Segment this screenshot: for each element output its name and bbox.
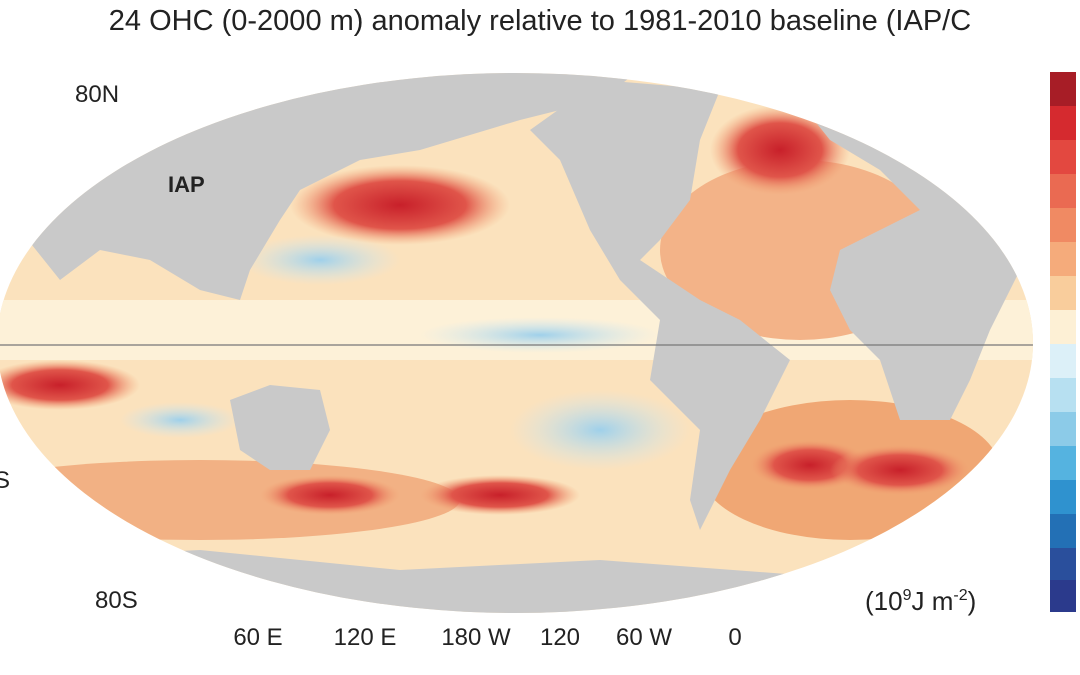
unit-part: 9 (903, 587, 912, 604)
unit-part: J m (911, 586, 953, 616)
unit-part: ) (968, 586, 977, 616)
lon-label: 60 W (616, 624, 672, 651)
title: 24 OHC (0-2000 m) anomaly relative to 19… (109, 5, 971, 37)
colorbar (1050, 72, 1076, 612)
lat-label: 80N (75, 81, 119, 108)
map (0, 73, 1033, 613)
lon-label: 0 (728, 624, 741, 651)
lon-label: 180 W (441, 624, 511, 651)
lon-label: 120 (540, 624, 580, 651)
unit-part: (10 (865, 586, 903, 616)
unit-part: -2 (953, 587, 967, 604)
source-label: IAP (168, 172, 205, 197)
lat-label: 80S (95, 587, 138, 614)
lat-label: S (0, 467, 10, 494)
unit-label: (109J m-2) (865, 586, 976, 616)
lon-labels: 60 E 120 E 180 W 120 60 W 0 (233, 624, 741, 651)
lon-label: 60 E (233, 624, 282, 651)
lon-label: 120 E (334, 624, 397, 651)
